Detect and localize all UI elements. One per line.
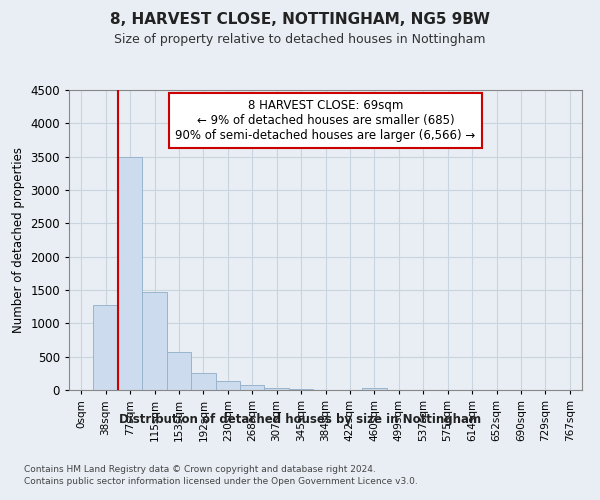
Bar <box>215 382 240 390</box>
Bar <box>118 156 142 390</box>
Bar <box>94 304 118 390</box>
Bar <box>265 388 289 390</box>
Text: Contains HM Land Registry data © Crown copyright and database right 2024.: Contains HM Land Registry data © Crown c… <box>24 465 376 474</box>
Y-axis label: Number of detached properties: Number of detached properties <box>12 147 25 333</box>
Text: Contains public sector information licensed under the Open Government Licence v3: Contains public sector information licen… <box>24 478 418 486</box>
Bar <box>240 386 265 390</box>
Text: 8 HARVEST CLOSE: 69sqm
← 9% of detached houses are smaller (685)
90% of semi-det: 8 HARVEST CLOSE: 69sqm ← 9% of detached … <box>175 99 476 142</box>
Text: Size of property relative to detached houses in Nottingham: Size of property relative to detached ho… <box>114 32 486 46</box>
Bar <box>191 374 215 390</box>
Bar <box>167 352 191 390</box>
Bar <box>362 388 386 390</box>
Text: Distribution of detached houses by size in Nottingham: Distribution of detached houses by size … <box>119 412 481 426</box>
Bar <box>142 292 167 390</box>
Text: 8, HARVEST CLOSE, NOTTINGHAM, NG5 9BW: 8, HARVEST CLOSE, NOTTINGHAM, NG5 9BW <box>110 12 490 28</box>
